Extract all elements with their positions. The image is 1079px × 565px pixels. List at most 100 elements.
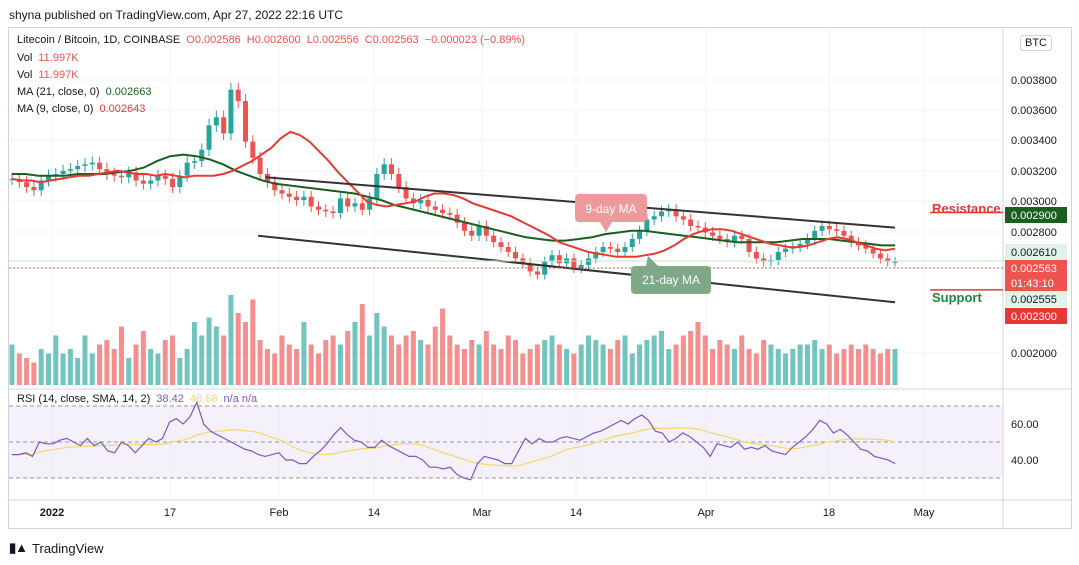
candle-body — [615, 248, 621, 252]
volume-bar — [549, 335, 555, 385]
candle-body — [206, 125, 212, 150]
support-ref-tag-bg — [1005, 291, 1067, 307]
volume-bar — [702, 335, 708, 385]
volume-bar — [775, 349, 781, 385]
volume-bar — [184, 349, 190, 385]
volume-bar — [9, 344, 15, 385]
candle-body — [367, 198, 373, 210]
volume-bar — [425, 344, 431, 385]
volume-bar — [418, 340, 424, 385]
price-scale-label: 0.003600 — [1011, 105, 1057, 117]
volume-bar — [279, 335, 285, 385]
candle-body — [257, 157, 263, 175]
volume-bar — [753, 353, 759, 385]
rsi-scale-label: 60.00 — [1011, 419, 1039, 431]
candle-body — [191, 161, 197, 163]
candle-body — [812, 230, 818, 239]
candle-body — [286, 193, 292, 197]
volume-bar — [294, 349, 300, 385]
legend-ma9-label: MA (9, close, 0) — [17, 103, 94, 115]
candle-body — [673, 209, 679, 217]
volume-bar — [45, 353, 51, 385]
volume-bar — [556, 344, 562, 385]
volume-bar — [761, 340, 767, 385]
candle-body — [892, 261, 898, 263]
candle-body — [586, 258, 592, 265]
candle-body — [819, 225, 825, 231]
candle-body — [82, 164, 88, 166]
legend-open: O0.002586 — [186, 34, 241, 46]
publish-header: shyna published on TradingView.com, Apr … — [9, 8, 343, 22]
candle-body — [571, 258, 577, 269]
volume-bar — [60, 353, 66, 385]
candle-body — [753, 251, 759, 259]
candle-body — [162, 175, 168, 179]
candle-body — [637, 230, 643, 239]
volume-bar — [403, 335, 409, 385]
candle-body — [695, 225, 701, 228]
tradingview-logo-icon: ▮▲ — [9, 540, 28, 555]
volume-bar — [228, 295, 234, 385]
volume-bar — [323, 340, 329, 385]
volume-bar — [834, 353, 840, 385]
rsi-line — [12, 400, 896, 481]
volume-bar — [658, 331, 664, 385]
ma9-annotation-pointer — [600, 222, 612, 232]
volume-bar — [447, 335, 453, 385]
volume-bar — [812, 340, 818, 385]
volume-bar — [739, 335, 745, 385]
legend-rsi-value: 38.42 — [156, 393, 184, 405]
ma9-annotation: 9-day MA — [585, 202, 636, 216]
legend-vol-label-2: Vol — [17, 69, 33, 81]
volume-bar — [615, 340, 621, 385]
rsi-scale-label: 40.00 — [1011, 455, 1039, 467]
candle-body — [38, 180, 44, 191]
price-scale-label: 0.003200 — [1011, 166, 1057, 178]
candle-body — [425, 200, 431, 207]
price-scale-label: 0.002000 — [1011, 348, 1057, 360]
volume-bar — [564, 349, 570, 385]
candle-body — [461, 222, 467, 231]
chart-frame — [8, 27, 1072, 529]
candle-body — [607, 247, 613, 249]
volume-bar — [213, 326, 219, 385]
candle-body — [330, 211, 336, 213]
legend-vol-value-2: 11.997K — [38, 69, 79, 81]
legend-high: H0.002600 — [246, 34, 301, 46]
legend-ma9-value: 0.002643 — [99, 103, 146, 115]
ma21-annotation: 21-day MA — [642, 273, 700, 287]
price-scale-label: 0.003000 — [1011, 196, 1057, 208]
volume-bar — [819, 349, 825, 385]
candle-body — [243, 101, 249, 142]
candle-body — [826, 225, 832, 230]
volume-bar — [16, 353, 22, 385]
candle-body — [155, 175, 161, 181]
volume-bar — [892, 349, 898, 385]
price-scale-label: 0.002800 — [1011, 227, 1057, 239]
volume-bar — [534, 344, 540, 385]
volume-bar — [731, 349, 737, 385]
volume-bar — [301, 322, 307, 385]
volume-bar — [257, 340, 263, 385]
volume-bar — [797, 344, 803, 385]
candle-body — [534, 271, 540, 275]
volume-bar — [170, 335, 176, 385]
candle-body — [337, 198, 343, 213]
ma21-annotation-pointer — [646, 256, 658, 266]
candle-body — [432, 206, 438, 210]
volume-bar — [746, 349, 752, 385]
volume-bar — [622, 335, 628, 385]
candle-body — [308, 196, 314, 207]
candle-body — [877, 253, 883, 259]
candle-body — [491, 235, 497, 243]
legend-rsi-na: n/a n/a — [223, 393, 258, 405]
volume-bar — [126, 358, 132, 385]
candle-body — [388, 164, 394, 175]
candle-body — [483, 225, 489, 236]
candle-body — [213, 117, 219, 126]
volume-bar — [513, 340, 519, 385]
volume-bar — [155, 353, 161, 385]
footer: ▮▲ TradingView — [9, 540, 104, 556]
currency-badge[interactable]: BTC — [1020, 35, 1052, 51]
